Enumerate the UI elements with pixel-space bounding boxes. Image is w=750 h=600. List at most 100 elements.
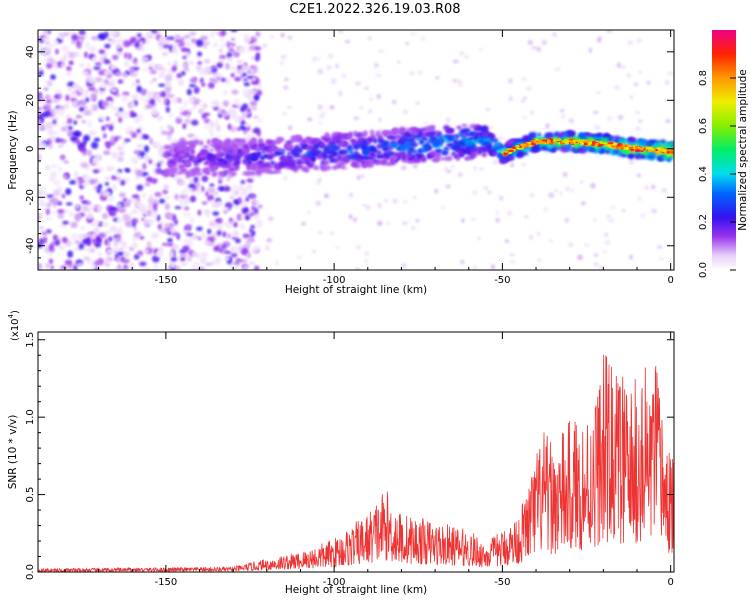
heatmap-cell	[559, 109, 565, 113]
heatmap-cell	[435, 76, 440, 80]
heatmap-cell	[141, 56, 150, 62]
heatmap-cell	[594, 253, 599, 257]
heatmap-cell	[611, 138, 620, 143]
heatmap-cell	[212, 191, 219, 196]
heatmap-cell	[134, 231, 142, 238]
heatmap-cell	[78, 177, 83, 185]
heatmap-cell	[130, 156, 138, 164]
heatmap-cell	[310, 157, 316, 161]
heatmap-cell	[105, 142, 111, 150]
heatmap-cell	[563, 132, 569, 137]
heatmap-cell	[596, 91, 601, 95]
heatmap-cell	[638, 70, 642, 75]
heatmap-cell	[335, 163, 342, 168]
heatmap-cell	[368, 36, 372, 41]
heatmap-cell	[424, 125, 433, 132]
heatmap-cell	[240, 180, 246, 184]
heatmap-cell	[182, 55, 187, 60]
heatmap-cell	[607, 218, 614, 223]
heatmap-cell	[94, 62, 102, 66]
heatmap-cell	[52, 98, 59, 104]
heatmap-cell	[235, 238, 241, 244]
heatmap-cell	[350, 138, 356, 142]
heatmap-cell	[364, 252, 369, 257]
heatmap-cell	[457, 150, 465, 157]
heatmap-cell	[164, 36, 171, 41]
heatmap-cell	[652, 150, 657, 153]
heatmap-cell	[100, 81, 106, 89]
heatmap-cell	[412, 130, 418, 137]
heatmap-cell	[83, 256, 89, 261]
heatmap-cell	[189, 31, 197, 36]
heatmap-cell	[541, 139, 548, 142]
heatmap-cell	[81, 205, 89, 212]
heatmap-cell	[417, 70, 423, 75]
heatmap-cell	[223, 100, 229, 107]
heatmap-cell	[66, 66, 72, 71]
heatmap-cell	[287, 125, 293, 131]
heatmap-cell	[81, 199, 88, 205]
heatmap-cell	[193, 261, 200, 266]
heatmap-cell	[154, 95, 159, 102]
heatmap-cell	[402, 200, 408, 204]
heatmap-cell	[344, 40, 351, 44]
heatmap-cell	[361, 140, 367, 146]
heatmap-cell	[286, 155, 292, 161]
heatmap-cell	[596, 39, 601, 43]
heatmap-cell	[370, 133, 375, 139]
heatmap-cell	[588, 137, 595, 142]
heatmap-cell	[109, 206, 117, 212]
heatmap-cell	[405, 42, 410, 45]
heatmap-cell	[405, 127, 411, 133]
heatmap-cell	[257, 84, 262, 89]
heatmap-cell	[123, 52, 129, 59]
heatmap-cell	[218, 179, 223, 184]
heatmap-cell	[41, 36, 50, 42]
heatmap-cell	[484, 146, 492, 152]
heatmap-cell	[351, 154, 359, 159]
heatmap-cell	[485, 107, 491, 113]
heatmap-cell	[116, 203, 123, 209]
heatmap-cell	[661, 188, 668, 193]
heatmap-cell	[186, 172, 191, 178]
heatmap-cell	[284, 160, 293, 165]
heatmap-cell	[544, 206, 548, 212]
heatmap-cell	[331, 145, 339, 151]
heatmap-cell	[78, 30, 86, 36]
heatmap-cell	[249, 193, 257, 199]
heatmap-cell	[226, 52, 232, 59]
heatmap-cell	[461, 149, 469, 153]
heatmap-cell	[40, 48, 48, 55]
heatmap-cell	[462, 142, 467, 149]
heatmap-cell	[105, 248, 114, 255]
heatmap-cell	[168, 36, 175, 41]
heatmap-cell	[420, 36, 426, 42]
heatmap-cell	[512, 146, 517, 150]
heatmap-cell	[229, 154, 235, 159]
heatmap-cell	[636, 126, 641, 131]
heatmap-cell	[231, 236, 238, 240]
heatmap-cell	[662, 148, 667, 153]
heatmap-cell	[239, 224, 246, 230]
heatmap-cell	[304, 152, 311, 155]
heatmap-cell	[212, 161, 221, 166]
heatmap-cell	[162, 39, 171, 44]
heatmap-cell	[466, 140, 473, 147]
heatmap-cell	[564, 217, 570, 223]
heatmap-cell	[67, 86, 73, 93]
heatmap-cell	[508, 153, 515, 158]
heatmap-cell	[145, 104, 153, 109]
heatmap-cell	[282, 112, 287, 116]
heatmap-cell	[669, 141, 674, 146]
heatmap-cell	[122, 91, 130, 96]
heatmap-cell	[301, 221, 307, 226]
heatmap-cell	[266, 140, 274, 145]
heatmap-cell	[487, 190, 492, 195]
heatmap-cell	[215, 218, 222, 223]
heatmap-cell	[638, 147, 645, 150]
heatmap-cell	[110, 225, 117, 233]
heatmap-cell	[252, 115, 259, 119]
heatmap-cell	[217, 140, 223, 145]
heatmap-cell	[133, 61, 138, 66]
heatmap-cell	[596, 133, 602, 137]
